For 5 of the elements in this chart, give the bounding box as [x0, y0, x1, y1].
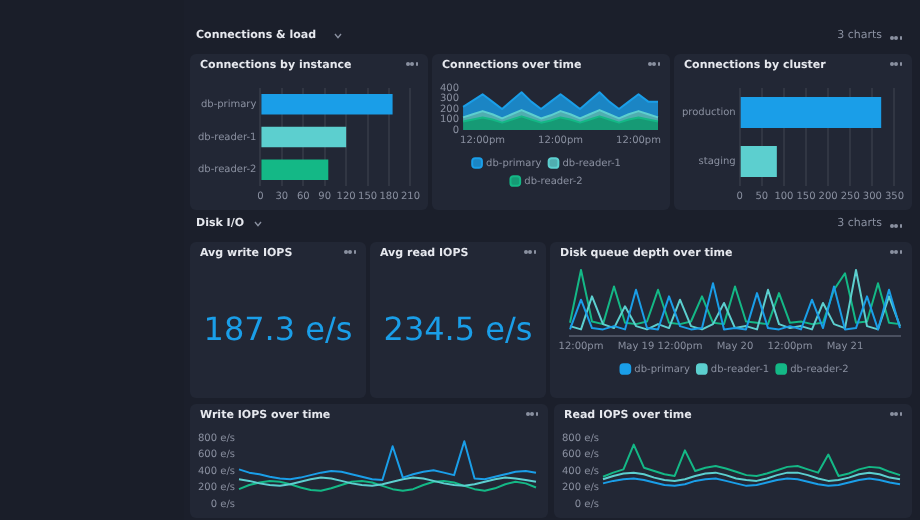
bar — [261, 126, 347, 148]
text: 234.5 e/s — [381, 310, 535, 348]
bar — [261, 94, 393, 115]
bar — [261, 159, 329, 180]
text: 187.3 e/s — [201, 310, 355, 348]
